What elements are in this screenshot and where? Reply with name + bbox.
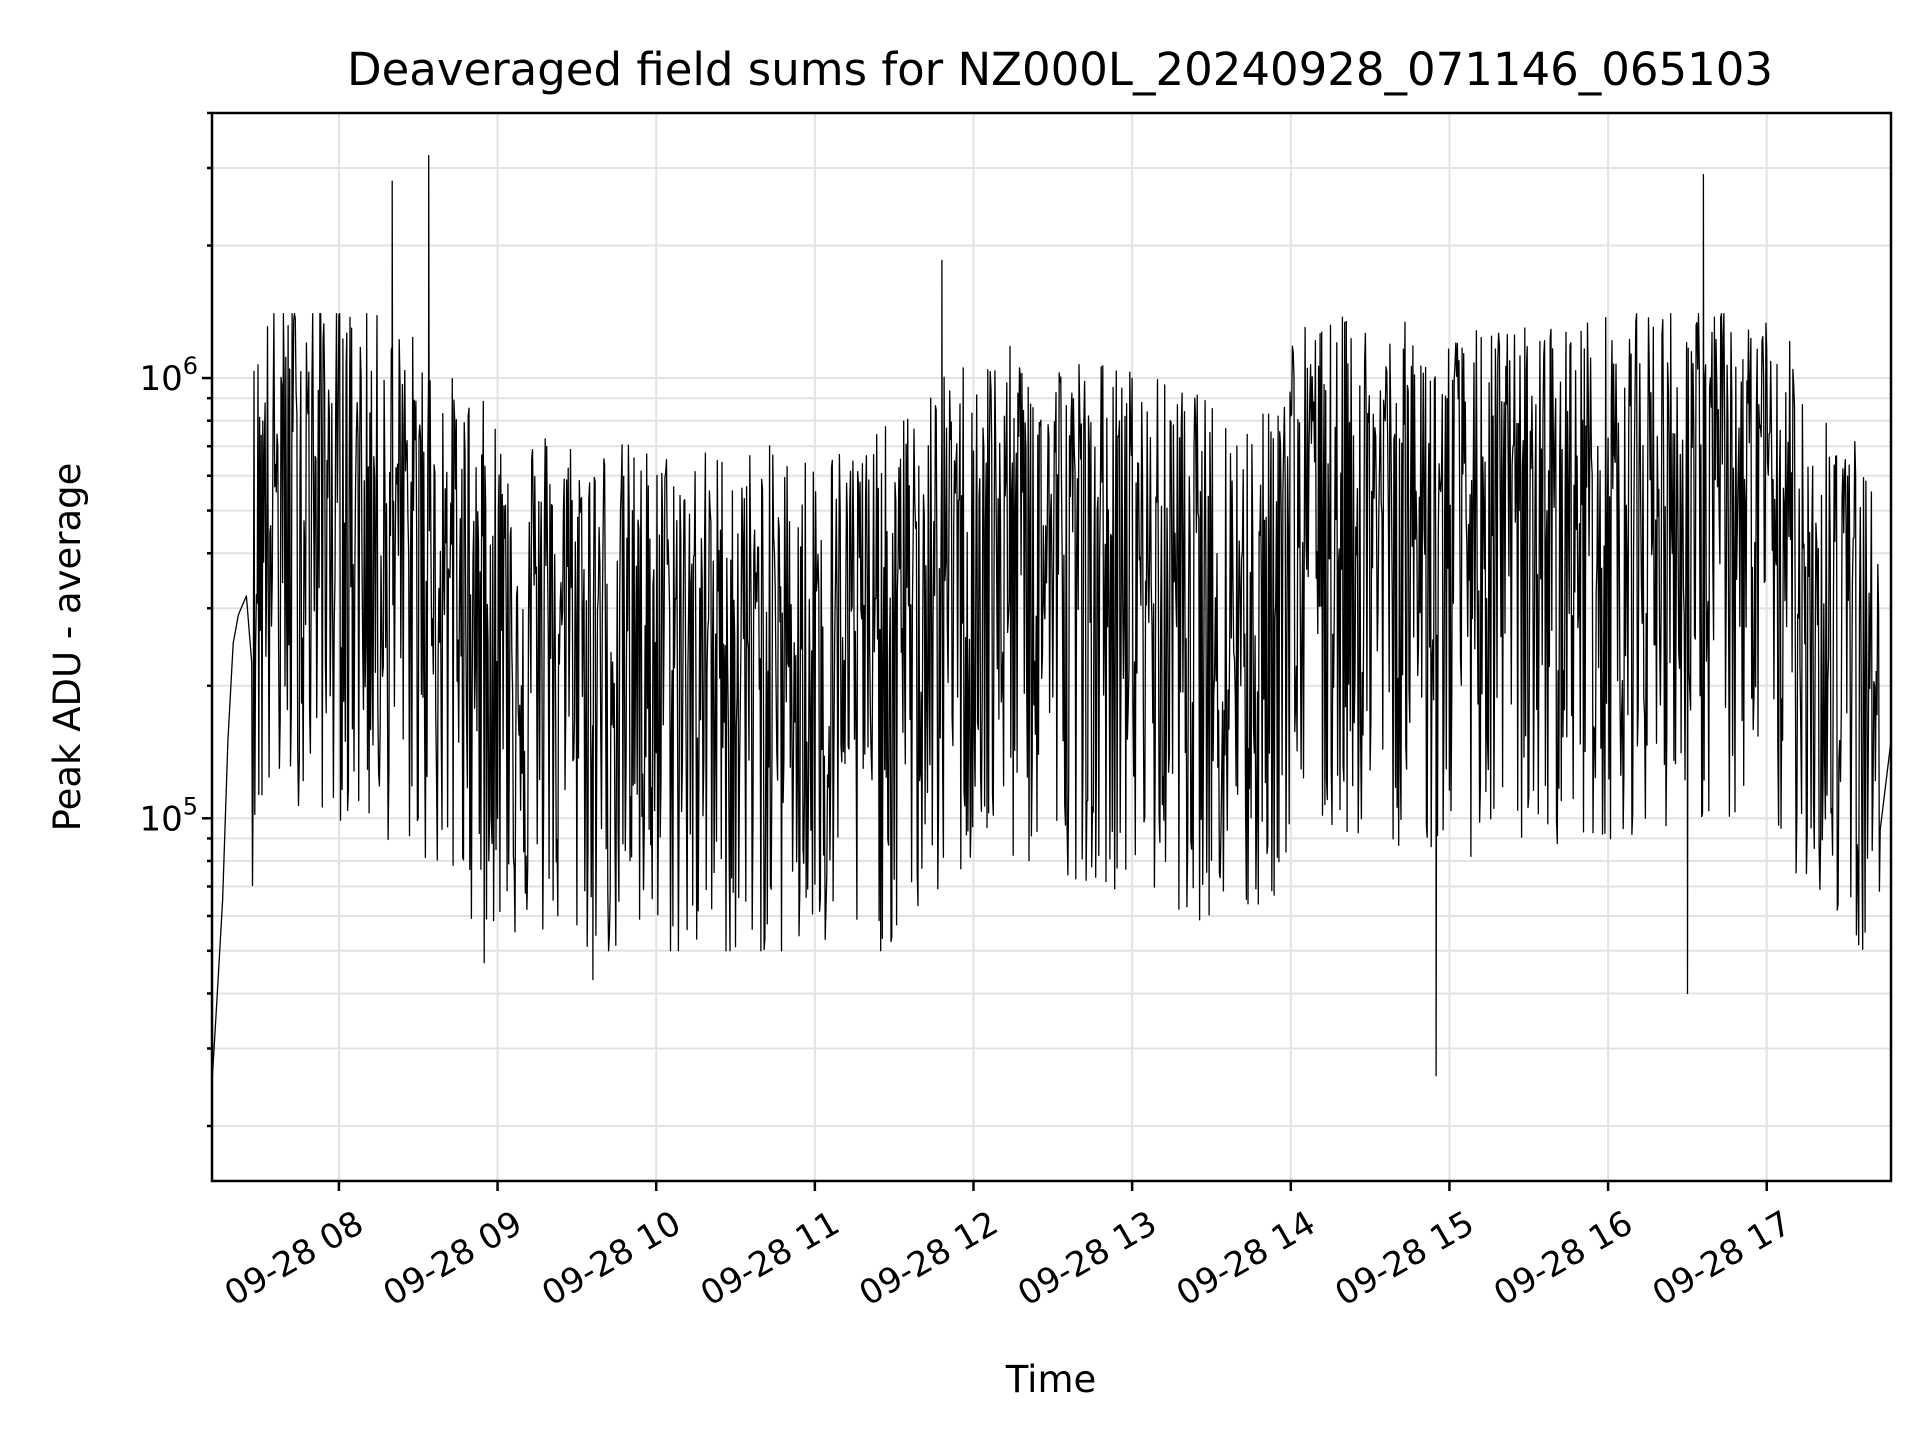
- x-tick-label: 09-28 17: [1646, 1203, 1798, 1314]
- series-layer: [211, 155, 1892, 1084]
- series-line: [211, 155, 1892, 1084]
- x-tick-label: 09-28 09: [377, 1203, 529, 1314]
- x-axis-label: Time: [1005, 1358, 1097, 1401]
- x-tick-label: 09-28 12: [853, 1203, 1005, 1314]
- y-axis-label: Peak ADU - average: [46, 463, 89, 832]
- x-tick-label: 09-28 14: [1170, 1203, 1322, 1314]
- x-tick-label: 09-28 10: [535, 1203, 687, 1314]
- x-tick-label: 09-28 08: [218, 1203, 370, 1314]
- y-tick-label: 106: [139, 352, 198, 399]
- x-tick-label: 09-28 16: [1487, 1203, 1639, 1314]
- x-tick-label: 09-28 13: [1011, 1203, 1163, 1314]
- y-tick-label: 105: [139, 792, 198, 839]
- x-tick-label: 09-28 11: [694, 1203, 846, 1314]
- chart-title: Deaveraged field sums for NZ000L_2024092…: [347, 43, 1773, 96]
- plot-frame: [210, 111, 1893, 1183]
- x-tick-label: 09-28 15: [1329, 1203, 1481, 1314]
